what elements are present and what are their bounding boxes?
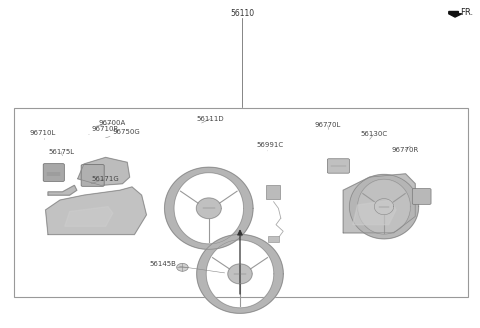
Text: 56171G: 56171G	[91, 176, 119, 184]
Polygon shape	[197, 235, 283, 313]
Text: 56991C: 56991C	[257, 142, 284, 151]
Text: 96700A: 96700A	[96, 120, 126, 126]
FancyBboxPatch shape	[412, 189, 431, 204]
Text: 96750G: 96750G	[106, 129, 141, 138]
Text: 96710L: 96710L	[30, 130, 56, 139]
FancyBboxPatch shape	[266, 185, 280, 199]
FancyBboxPatch shape	[327, 159, 349, 173]
Polygon shape	[48, 185, 77, 195]
FancyBboxPatch shape	[81, 165, 104, 186]
Polygon shape	[165, 167, 253, 249]
Polygon shape	[353, 200, 396, 225]
Polygon shape	[46, 187, 146, 235]
Text: 56110: 56110	[230, 9, 254, 18]
Text: 56145B: 56145B	[150, 261, 225, 273]
Polygon shape	[449, 11, 462, 17]
Text: 96770R: 96770R	[391, 146, 419, 153]
Circle shape	[177, 263, 188, 271]
Text: 56130C: 56130C	[360, 132, 387, 139]
Polygon shape	[78, 157, 130, 185]
Polygon shape	[349, 174, 419, 239]
Polygon shape	[343, 174, 415, 233]
Text: FR.: FR.	[460, 8, 473, 17]
Bar	[14, 108, 468, 297]
FancyBboxPatch shape	[43, 164, 64, 181]
Text: 96770L: 96770L	[314, 122, 341, 130]
Text: 96710R: 96710R	[89, 126, 119, 134]
Text: 56175L: 56175L	[48, 149, 74, 156]
FancyBboxPatch shape	[268, 236, 279, 242]
Polygon shape	[374, 199, 394, 215]
Polygon shape	[65, 207, 113, 226]
Polygon shape	[196, 198, 221, 218]
Polygon shape	[228, 264, 252, 284]
Text: 56111D: 56111D	[197, 116, 225, 123]
